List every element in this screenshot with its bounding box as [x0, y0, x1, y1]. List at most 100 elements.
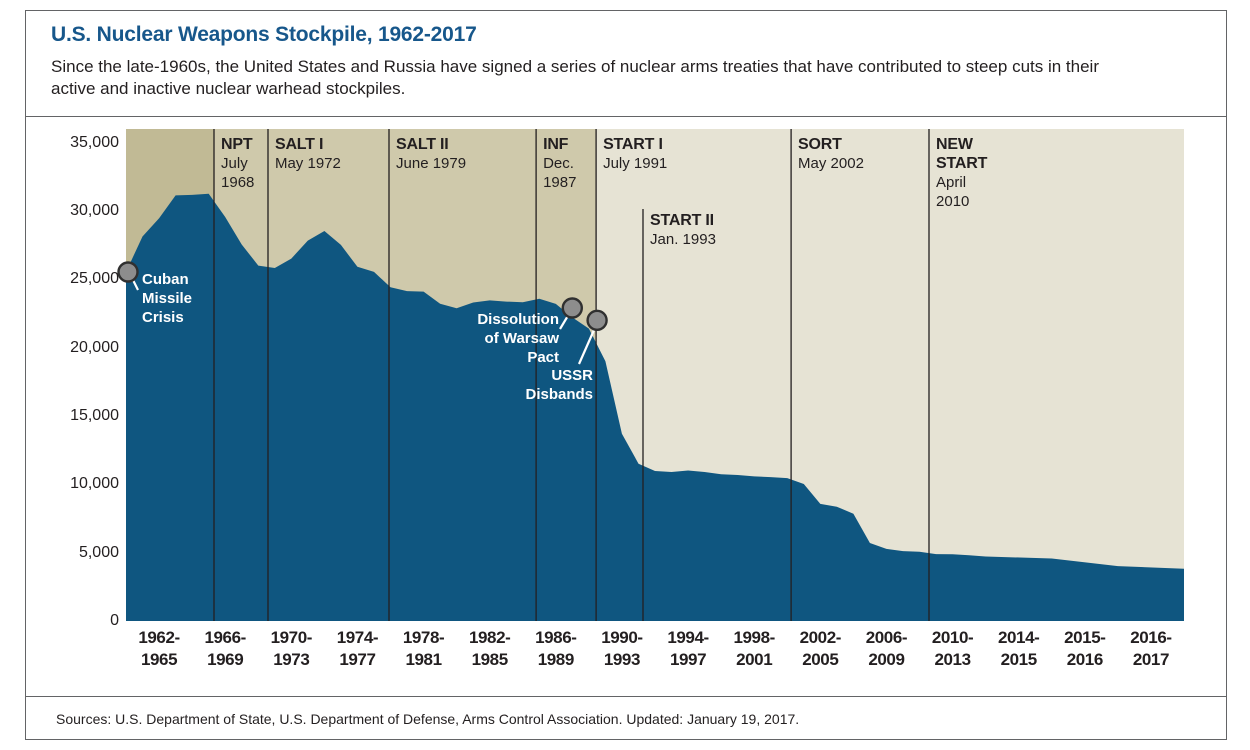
x-axis-label-line2: 1969 [207, 650, 244, 669]
x-axis-label: 2016- 2017 [1118, 627, 1184, 671]
y-axis-label: 5,000 [78, 543, 119, 561]
y-axis-label: 30,000 [70, 202, 119, 219]
x-axis-label-line1: 1994- [667, 628, 709, 647]
treaty-name: SORT [798, 136, 842, 153]
x-axis-label-line1: 2015- [1064, 628, 1106, 647]
x-axis-label-line1: 2002- [799, 628, 842, 647]
event-label-ussr-disbands: USSR Disbands [525, 366, 593, 404]
x-axis-label-line2: 2005 [802, 650, 839, 669]
treaty-date: May 2002 [798, 155, 864, 172]
y-axis-label: 0 [110, 612, 119, 629]
x-axis-label-line1: 2016- [1130, 628, 1172, 647]
y-axis-label: 25,000 [70, 270, 119, 288]
event-label-cuban-missile-crisis: Cuban Missile Crisis [142, 270, 192, 327]
x-axis-label: 1962- 1965 [126, 627, 192, 671]
footer-divider [26, 696, 1226, 697]
x-axis-label: 2006- 2009 [853, 627, 919, 671]
treaty-date: July [221, 155, 248, 172]
x-axis-label-line1: 1962- [138, 628, 180, 647]
treaty-label-start-i: START I July 1991 [603, 135, 667, 173]
y-axis-label: 35,000 [70, 133, 119, 151]
x-axis-label-line1: 1966- [204, 628, 246, 647]
stockpile-area [126, 193, 1184, 622]
treaty-date: May 1972 [274, 155, 341, 172]
y-axis-label: 15,000 [70, 407, 119, 424]
treaty-name: START [936, 155, 988, 172]
header-divider [26, 116, 1226, 117]
x-axis-label-line1: 1974- [336, 628, 379, 647]
x-axis-label: 1978- 1981 [391, 627, 457, 671]
page-subtitle: Since the late-1960s, the United States … [51, 57, 1099, 98]
treaty-date: Jan. 1993 [650, 231, 716, 248]
event-label-line: Disbands [525, 386, 593, 403]
x-axis-label-line2: 2013 [934, 650, 971, 669]
y-axis-label: 10,000 [70, 475, 119, 493]
event-label-line: USSR [551, 367, 593, 384]
x-axis-label-line2: 1985 [471, 650, 509, 669]
y-axis-label: 20,000 [70, 338, 119, 356]
treaty-label-salt-ii: SALT II June 1979 [396, 135, 466, 173]
treaty-date: 1987 [543, 174, 577, 191]
treaty-date: June 1979 [396, 155, 467, 172]
x-axis-label-line2: 2009 [868, 650, 905, 669]
x-axis-label-line2: 2001 [736, 650, 773, 669]
treaty-date: April [936, 174, 967, 191]
x-axis-label-line2: 1977 [339, 650, 376, 669]
x-axis-label: 1986- 1989 [523, 627, 589, 671]
x-axis-label-line1: 1970- [270, 628, 313, 647]
x-axis-label-line2: 1993 [603, 650, 641, 669]
x-axis-label: 1998- 2001 [721, 627, 787, 671]
x-axis-label-line1: 2006- [865, 628, 908, 647]
x-axis-label-line1: 1998- [733, 628, 775, 647]
treaty-date: Dec. [543, 155, 574, 172]
x-axis-label-line1: 1986- [535, 628, 577, 647]
treaty-date: July 1991 [603, 155, 668, 172]
treaty-name: START II [650, 212, 714, 229]
event-connector-ussr-disbands [577, 329, 596, 365]
plot-area: NPT July 1968 SALT I May 1972 SALT II June 197… [70, 129, 1184, 669]
treaty-date: 1968 [221, 174, 255, 191]
treaty-label-start-ii: START II Jan. 1993 [650, 211, 716, 249]
event-label-line: Pact [527, 349, 559, 366]
x-axis-label: 2014- 2015 [986, 627, 1052, 671]
x-axis-label-line1: 1978- [402, 628, 445, 647]
treaty-label-salt-i: SALT I May 1972 [275, 135, 341, 173]
x-axis-label-line2: 2015 [1000, 650, 1038, 669]
x-axis-label-line2: 1981 [405, 650, 442, 669]
event-dot-cuban-missile-crisis [117, 261, 139, 283]
treaty-name: NEW [936, 136, 973, 153]
event-label-line: of Warsaw [484, 330, 559, 347]
x-axis-label-line2: 1997 [669, 650, 707, 669]
x-axis-label: 2002- 2005 [787, 627, 853, 671]
treaty-name: SALT I [274, 136, 324, 153]
x-axis-label: 2010- 2013 [920, 627, 986, 671]
treaty-label-new-start: NEW START April 2010 [936, 135, 987, 211]
event-dot-ussr-disbands [586, 309, 608, 332]
x-axis-label: 1982- 1985 [457, 627, 523, 671]
x-axis-label: 2015- 2016 [1052, 627, 1118, 671]
x-axis-label-line2: 1973 [273, 650, 310, 669]
treaty-label-npt: NPT July 1968 [221, 135, 254, 192]
treaty-label-sort: SORT May 2002 [798, 135, 864, 173]
sources-note: Sources: U.S. Department of State, U.S. … [56, 711, 800, 727]
event-label-line: Dissolution [477, 311, 559, 328]
x-axis-label-line1: 2014- [997, 628, 1040, 647]
event-label-warsaw-pact-dissolution: Dissolution of Warsaw Pact [477, 310, 559, 367]
x-axis-label-line2: 2016 [1066, 650, 1104, 669]
treaty-name: NPT [221, 136, 253, 153]
treaty-name: INF [543, 136, 569, 153]
x-axis-label-line1: 1982- [468, 628, 511, 647]
x-axis-label-line2: 1989 [537, 650, 575, 669]
x-axis-label-line1: 1990- [601, 628, 643, 647]
treaty-date: 2010 [936, 193, 970, 210]
event-label-line: Missile [142, 290, 193, 307]
page-title: U.S. Nuclear Weapons Stockpile, 1962-201… [51, 23, 477, 46]
x-axis-label: 1990- 1993 [589, 627, 655, 671]
x-axis-label: 1966- 1969 [192, 627, 258, 671]
x-axis-label-line2: 1965 [140, 650, 178, 669]
treaty-label-inf: INF Dec. 1987 [543, 135, 576, 192]
x-axis-label-line1: 2010- [931, 628, 974, 647]
x-axis-label: 1974- 1977 [324, 627, 390, 671]
treaty-name: SALT II [396, 136, 449, 153]
figure-border: U.S. Nuclear Weapons Stockpile, 1962-201… [25, 10, 1227, 740]
